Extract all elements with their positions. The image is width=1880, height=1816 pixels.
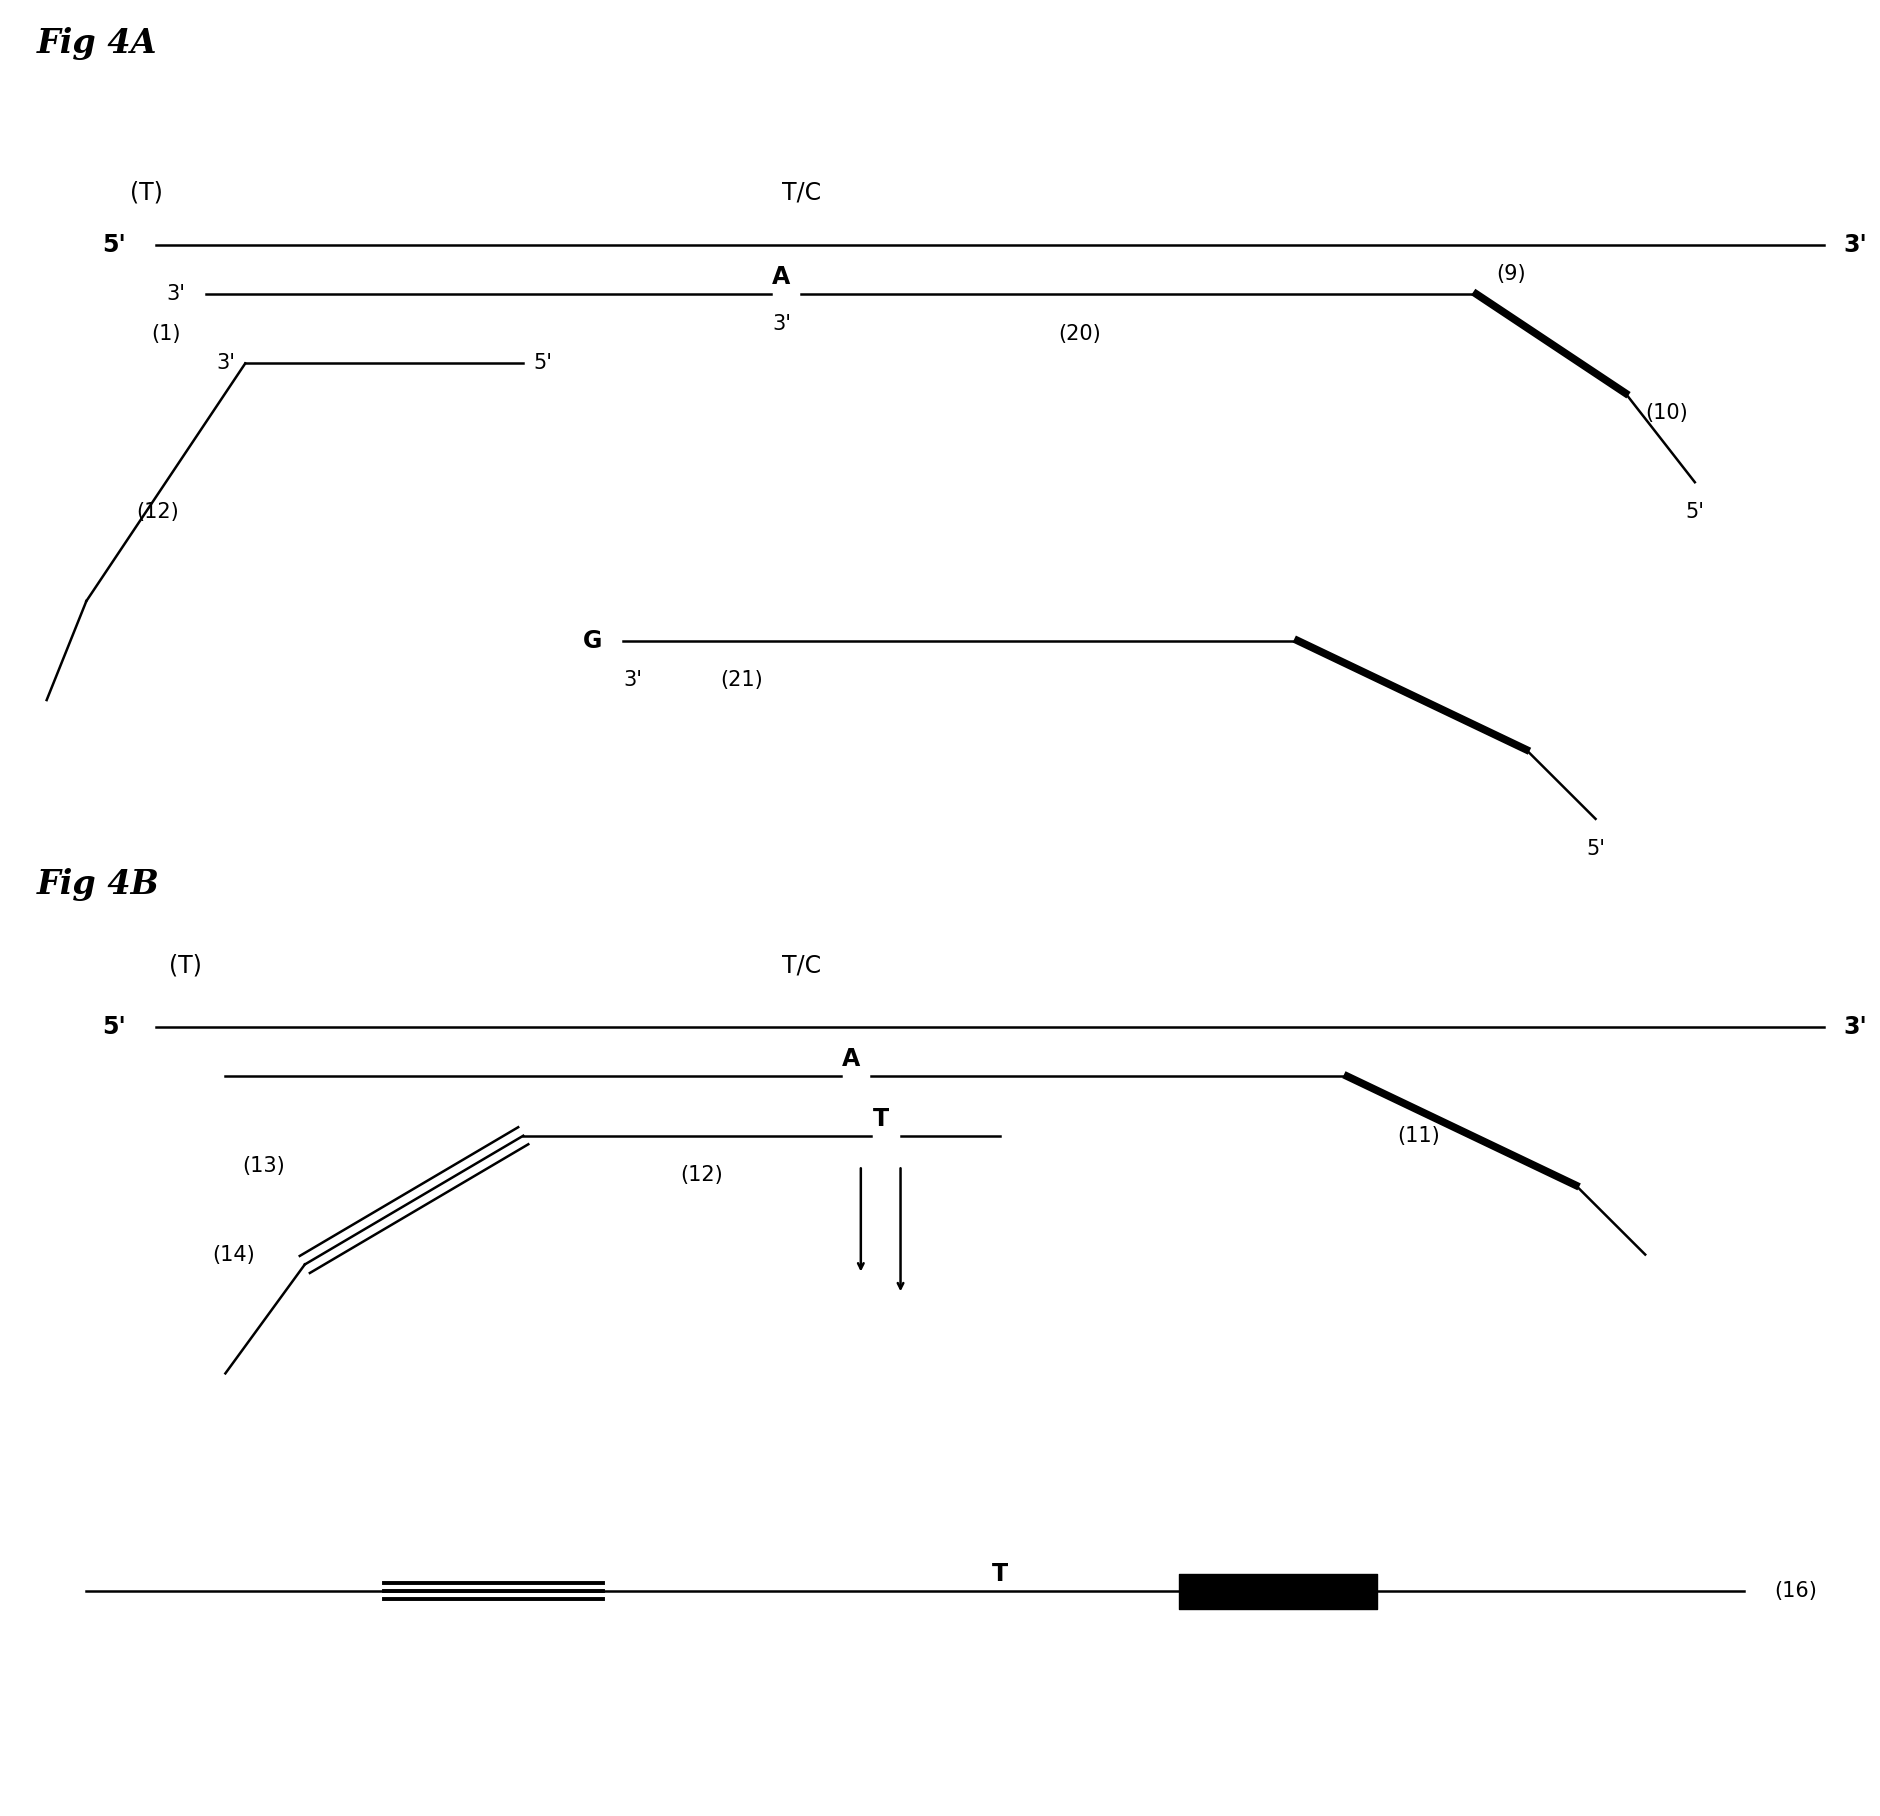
Text: 5': 5': [1585, 839, 1604, 859]
Text: (T): (T): [169, 953, 201, 977]
Text: T: T: [872, 1106, 887, 1131]
Text: T/C: T/C: [782, 953, 820, 977]
Text: (1): (1): [150, 323, 180, 343]
Text: T: T: [991, 1562, 1008, 1585]
Text: (10): (10): [1645, 403, 1686, 423]
Text: Fig 4B: Fig 4B: [38, 868, 160, 901]
Text: 5': 5': [102, 1015, 126, 1039]
Text: (11): (11): [1397, 1126, 1438, 1146]
Text: 3': 3': [1842, 1015, 1867, 1039]
Text: (16): (16): [1773, 1582, 1816, 1602]
Text: 3': 3': [771, 314, 790, 334]
Text: 3': 3': [167, 283, 186, 303]
Text: (T): (T): [130, 182, 162, 205]
Text: G: G: [583, 628, 602, 652]
Text: 5': 5': [532, 354, 553, 374]
Text: (21): (21): [720, 670, 763, 690]
Text: (14): (14): [212, 1244, 256, 1264]
Text: 3': 3': [622, 670, 641, 690]
Text: 5': 5': [1684, 501, 1703, 521]
Text: (12): (12): [681, 1166, 724, 1186]
Text: (13): (13): [243, 1155, 284, 1175]
Text: (12): (12): [135, 501, 179, 521]
Text: Fig 4A: Fig 4A: [38, 27, 158, 60]
Text: T/C: T/C: [782, 182, 820, 205]
Text: A: A: [773, 265, 790, 289]
Text: 5': 5': [102, 232, 126, 256]
Text: 3': 3': [216, 354, 235, 374]
Text: (9): (9): [1495, 263, 1525, 283]
Text: (20): (20): [1057, 323, 1100, 343]
Text: A: A: [842, 1048, 859, 1071]
Text: 3': 3': [1842, 232, 1867, 256]
